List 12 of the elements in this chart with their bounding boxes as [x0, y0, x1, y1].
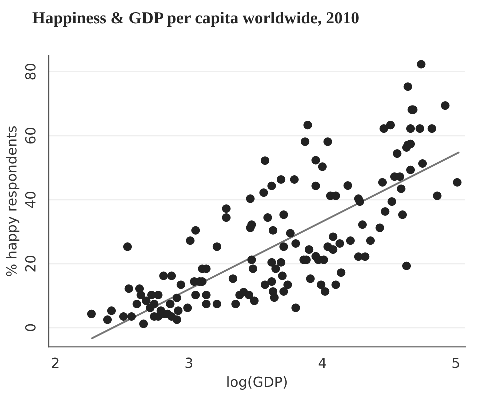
x-tick-label: 2: [52, 358, 59, 368]
y-tick-label: 40: [25, 192, 36, 208]
x-tick-label: 5: [452, 358, 460, 368]
y-tick-label: 20: [25, 256, 36, 272]
y-axis-title: % happy respondents: [6, 126, 20, 276]
chart-title: Happiness & GDP per capita worldwide, 2010: [32, 12, 359, 28]
y-tick-label: 80: [25, 64, 36, 80]
x-tick-label: 4: [318, 358, 326, 368]
x-axis-title: log(GDP): [228, 376, 287, 390]
x-tick-label: 3: [186, 358, 192, 368]
y-tick-label: 0: [25, 324, 36, 332]
y-tick-label: 60: [25, 128, 36, 144]
